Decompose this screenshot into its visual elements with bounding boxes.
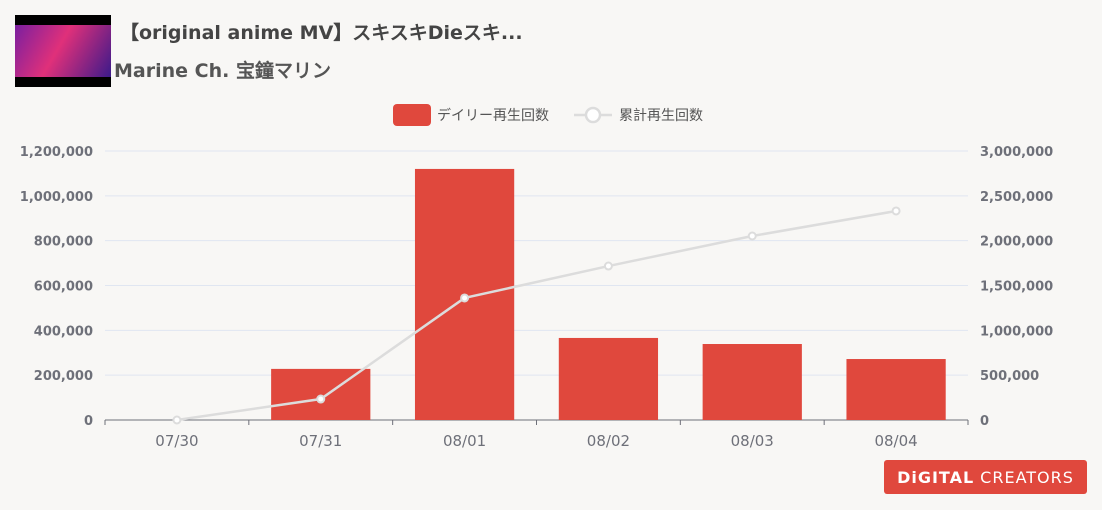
y-left-tick-label: 1,000,000 bbox=[20, 190, 93, 205]
line-point bbox=[603, 261, 613, 271]
line-point bbox=[747, 231, 757, 241]
legend-bar-swatch bbox=[393, 104, 431, 126]
logo-part1: DiGITAL bbox=[897, 467, 975, 487]
y-right-tick-label: 1,000,000 bbox=[980, 324, 1053, 339]
line-point bbox=[460, 293, 470, 303]
line-point bbox=[172, 415, 182, 425]
y-right-tick-label: 2,500,000 bbox=[980, 190, 1053, 205]
y-right-tick-label: 500,000 bbox=[980, 369, 1039, 384]
line-point bbox=[891, 206, 901, 216]
legend-bar-label: デイリー再生回数 bbox=[437, 107, 549, 124]
bar bbox=[702, 344, 802, 420]
y-right-tick-label: 1,500,000 bbox=[980, 280, 1053, 295]
legend-line-marker bbox=[584, 106, 602, 124]
y-left-tick-label: 200,000 bbox=[34, 369, 93, 384]
y-right-tick-label: 3,000,000 bbox=[980, 145, 1053, 160]
channel-name[interactable]: Marine Ch. 宝鐘マリン bbox=[114, 60, 331, 82]
line-point bbox=[316, 394, 326, 404]
video-thumbnail[interactable] bbox=[15, 15, 111, 87]
y-left-tick-label: 600,000 bbox=[34, 280, 93, 295]
x-tick-label: 08/03 bbox=[731, 432, 774, 450]
bar bbox=[558, 337, 659, 420]
x-tick-label: 08/01 bbox=[443, 432, 486, 450]
x-tick-label: 08/04 bbox=[874, 432, 917, 450]
digital-creators-logo: DiGITAL CREATORS bbox=[884, 460, 1087, 494]
y-right-tick-label: 0 bbox=[980, 414, 989, 429]
y-left-tick-label: 1,200,000 bbox=[20, 145, 93, 160]
y-left-tick-label: 400,000 bbox=[34, 324, 93, 339]
logo-part2: CREATORS bbox=[980, 467, 1074, 487]
bar bbox=[271, 368, 371, 420]
bar bbox=[846, 359, 946, 420]
y-left-tick-label: 800,000 bbox=[34, 235, 93, 250]
x-tick-label: 08/02 bbox=[587, 432, 630, 450]
thumbnail-image bbox=[15, 25, 111, 77]
video-title[interactable]: 【original anime MV】スキスキDieスキ... bbox=[120, 22, 523, 44]
y-right-tick-label: 2,000,000 bbox=[980, 235, 1053, 250]
x-tick-label: 07/31 bbox=[299, 432, 342, 450]
legend-line-label: 累計再生回数 bbox=[619, 108, 703, 124]
cumulative-line bbox=[176, 209, 897, 422]
x-tick-label: 07/30 bbox=[155, 432, 198, 450]
y-left-tick-label: 0 bbox=[84, 414, 93, 429]
